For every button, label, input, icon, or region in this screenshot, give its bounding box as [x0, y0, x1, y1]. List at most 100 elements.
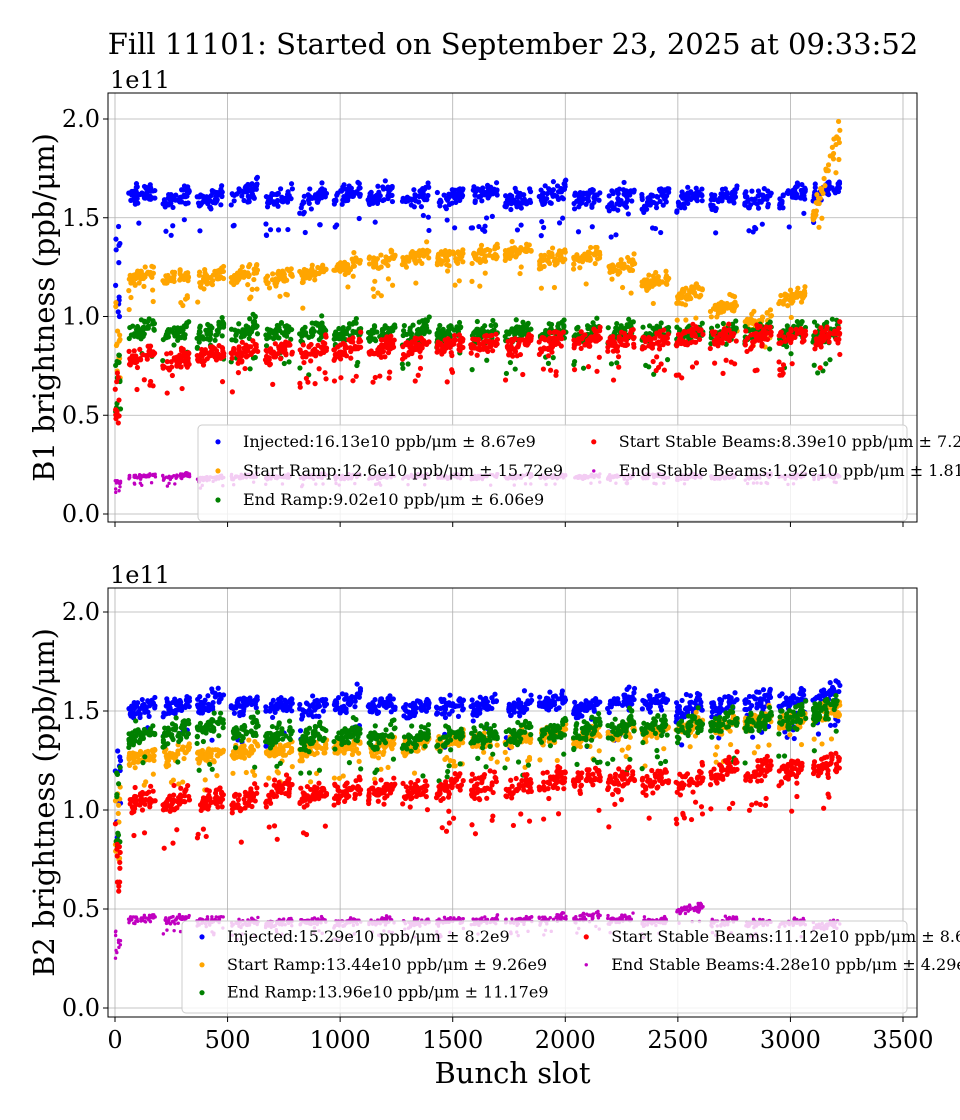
data-point: [818, 185, 824, 192]
data-point: [411, 187, 417, 193]
data-point: [138, 317, 144, 323]
data-point: [372, 219, 378, 225]
data-point: [288, 181, 295, 187]
data-point: [714, 323, 721, 329]
data-point: [372, 262, 379, 269]
data-point: [126, 348, 132, 354]
data-point: [245, 193, 251, 199]
data-point: [504, 250, 510, 256]
data-point: [203, 272, 210, 278]
data-point: [788, 314, 794, 321]
data-point: [196, 194, 202, 200]
data-point: [674, 317, 680, 323]
data-point: [277, 293, 283, 299]
data-point: [507, 255, 513, 262]
data-point: [350, 273, 356, 279]
legend-marker: [215, 497, 221, 503]
data-point: [477, 283, 483, 289]
data-point: [594, 315, 600, 321]
data-point: [248, 351, 254, 357]
data-point: [556, 220, 563, 226]
data-point: [727, 291, 733, 298]
data-point: [323, 376, 329, 382]
data-point: [663, 273, 670, 279]
data-point: [507, 192, 513, 198]
data-point: [578, 199, 584, 205]
data-point: [472, 253, 478, 260]
data-point: [160, 357, 166, 364]
data-point: [472, 198, 478, 204]
data-point: [827, 357, 833, 363]
data-point: [303, 275, 309, 281]
data-point: [758, 199, 764, 205]
data-point: [621, 179, 627, 186]
data-point: [323, 266, 329, 272]
data-point: [283, 350, 289, 357]
data-point: [177, 326, 183, 332]
data-point: [152, 694, 158, 701]
data-point: [138, 481, 143, 485]
data-point: [801, 288, 808, 294]
x-tick-label: 3000: [760, 1026, 821, 1054]
data-point: [662, 196, 668, 202]
data-point: [549, 245, 556, 251]
data-point: [542, 183, 548, 189]
data-point: [201, 286, 207, 292]
data-point: [616, 268, 622, 274]
data-point: [688, 295, 694, 302]
data-point: [184, 274, 190, 280]
data-point: [288, 266, 294, 272]
data-point: [143, 705, 149, 711]
data-point: [138, 357, 144, 363]
data-point: [380, 184, 386, 190]
x-tick-label: 2000: [535, 1026, 596, 1054]
data-point: [263, 332, 269, 338]
data-point: [767, 324, 773, 330]
data-point: [547, 367, 554, 373]
data-point: [824, 324, 830, 330]
data-point: [297, 268, 303, 275]
data-point: [580, 365, 587, 371]
data-point: [239, 193, 245, 199]
data-point: [627, 192, 633, 198]
data-point: [350, 335, 356, 341]
scatter-points: [112, 678, 843, 960]
data-point: [316, 366, 322, 372]
data-point: [388, 192, 394, 199]
data-point: [134, 364, 141, 371]
data-point: [184, 185, 191, 192]
data-point: [639, 196, 645, 203]
data-point: [126, 335, 132, 342]
data-point: [648, 340, 654, 347]
data-point: [455, 260, 461, 266]
data-point: [151, 327, 157, 333]
data-point: [164, 201, 170, 208]
data-point: [442, 337, 448, 343]
data-point: [380, 326, 386, 333]
data-point: [351, 320, 358, 326]
data-point: [594, 256, 601, 262]
data-point: [490, 191, 496, 197]
data-point: [196, 272, 202, 278]
x-tick-label: 1500: [422, 1026, 483, 1054]
data-point: [270, 271, 276, 277]
data-point: [168, 232, 174, 238]
data-point: [434, 189, 440, 196]
data-point: [750, 229, 756, 235]
data-point: [178, 300, 184, 306]
data-point: [164, 390, 170, 396]
data-point: [344, 344, 350, 351]
data-point: [385, 276, 391, 282]
data-point: [229, 337, 235, 343]
data-point: [550, 193, 556, 199]
data-point: [514, 353, 520, 359]
data-point: [425, 192, 431, 199]
data-point: [793, 326, 799, 332]
data-point: [339, 201, 345, 207]
data-point: [777, 340, 783, 346]
data-point: [285, 226, 291, 233]
data-point: [434, 342, 440, 348]
data-point: [789, 361, 795, 367]
data-point: [576, 204, 582, 210]
data-point: [185, 471, 189, 475]
